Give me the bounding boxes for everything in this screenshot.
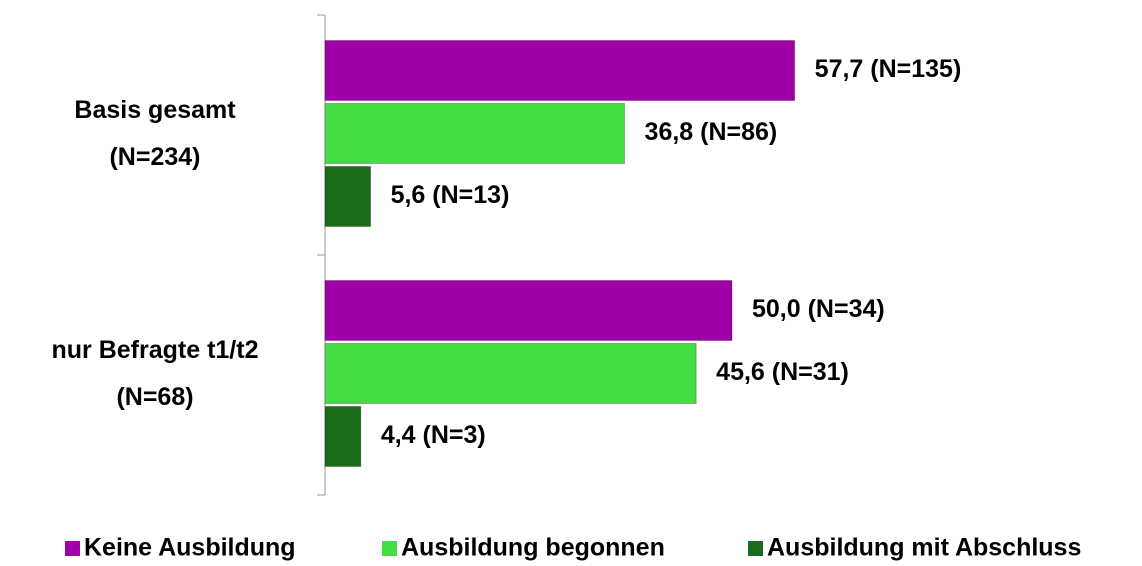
value-label: 45,6 (N=31) xyxy=(716,358,849,386)
legend-swatch xyxy=(382,541,397,556)
value-label: 36,8 (N=86) xyxy=(645,118,778,146)
category-label: (N=68) xyxy=(116,383,193,411)
category-label: nur Befragte t1/t2 xyxy=(52,336,259,364)
bar xyxy=(324,343,697,404)
legend-swatch xyxy=(65,541,80,556)
legend-label: Ausbildung mit Abschluss xyxy=(767,534,1081,562)
category-label: Basis gesamt xyxy=(74,96,236,124)
bar xyxy=(324,166,372,227)
legend-swatch xyxy=(748,541,763,556)
value-label: 57,7 (N=135) xyxy=(815,55,962,83)
bar xyxy=(324,280,733,341)
bar xyxy=(324,103,626,164)
value-label: 50,0 (N=34) xyxy=(752,295,885,323)
bar xyxy=(324,40,796,101)
legend-label: Keine Ausbildung xyxy=(84,534,296,562)
value-label: 5,6 (N=13) xyxy=(391,181,510,209)
category-label: (N=234) xyxy=(109,143,200,171)
legend-label: Ausbildung begonnen xyxy=(401,534,665,562)
bar xyxy=(324,406,362,467)
value-label: 4,4 (N=3) xyxy=(381,421,486,449)
